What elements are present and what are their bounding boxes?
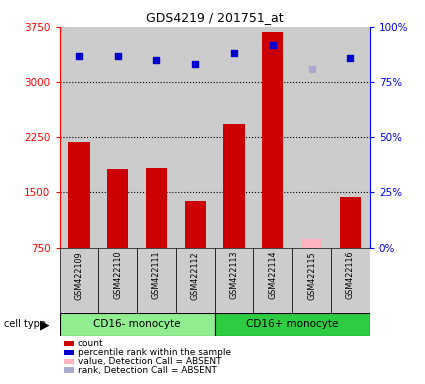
Bar (184, 200, 206, 248)
Bar (340, 197, 361, 248)
Text: GSM422116: GSM422116 (346, 251, 355, 300)
Bar (176, 248, 215, 313)
Text: GSM422109: GSM422109 (74, 251, 83, 300)
Bar (60, 313, 215, 336)
Title: GDS4219 / 201751_at: GDS4219 / 201751_at (146, 11, 283, 24)
Text: GSM422112: GSM422112 (191, 251, 200, 300)
Text: CD16+ monocyte: CD16+ monocyte (246, 319, 338, 329)
Text: value, Detection Call = ABSENT: value, Detection Call = ABSENT (78, 357, 221, 366)
Point (231, 50, 238, 56)
Point (153, 57, 160, 63)
Bar (215, 313, 370, 336)
Text: CD16- monocyte: CD16- monocyte (94, 319, 181, 329)
Bar (262, 32, 283, 248)
Bar (253, 248, 292, 313)
Bar (137, 248, 176, 313)
Text: GSM422110: GSM422110 (113, 251, 122, 300)
Text: GSM422111: GSM422111 (152, 251, 161, 300)
Point (114, 53, 121, 59)
Text: ▶: ▶ (40, 318, 49, 331)
Text: GSM422113: GSM422113 (230, 251, 238, 300)
Bar (60, 248, 98, 313)
Text: GSM422115: GSM422115 (307, 251, 316, 300)
Bar (292, 248, 331, 313)
Point (192, 61, 198, 68)
Point (76, 53, 82, 59)
Bar (215, 248, 253, 313)
Text: rank, Detection Call = ABSENT: rank, Detection Call = ABSENT (78, 366, 217, 375)
Bar (68, 142, 90, 248)
Bar (301, 239, 322, 248)
Bar (331, 248, 370, 313)
Text: cell type: cell type (4, 319, 46, 329)
Text: count: count (78, 339, 103, 348)
Bar (224, 124, 245, 248)
Point (269, 41, 276, 48)
Text: GSM422114: GSM422114 (268, 251, 277, 300)
Bar (146, 168, 167, 248)
Point (347, 55, 354, 61)
Bar (107, 169, 128, 248)
Point (308, 66, 315, 72)
Text: percentile rank within the sample: percentile rank within the sample (78, 348, 231, 357)
Bar (98, 248, 137, 313)
